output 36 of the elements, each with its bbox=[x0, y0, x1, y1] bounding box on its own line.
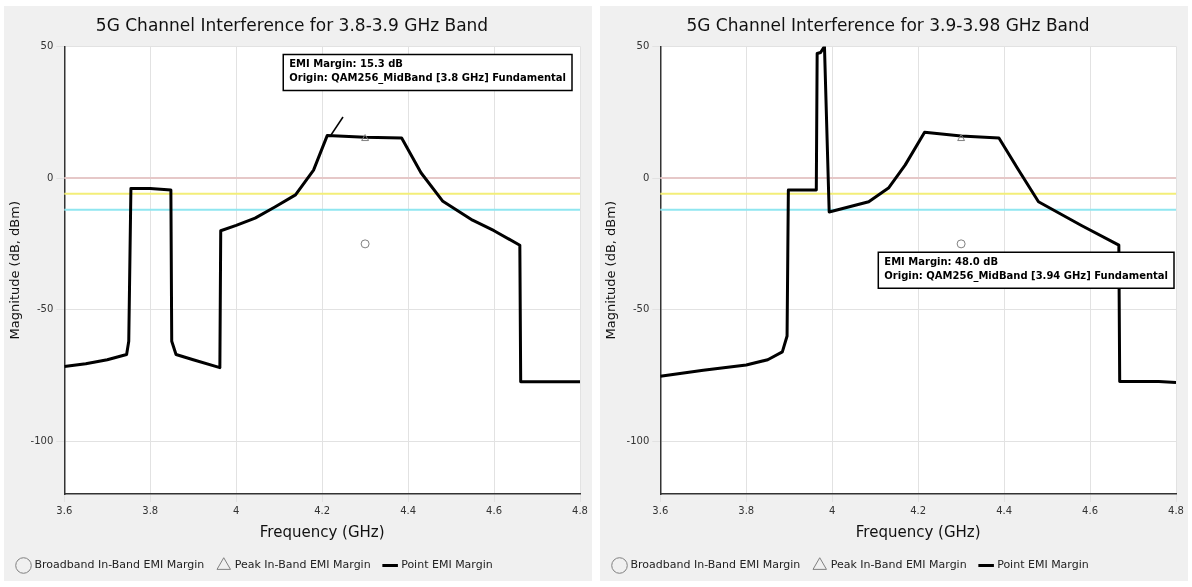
x-tick-label: 4.6 bbox=[1082, 504, 1098, 516]
x-tick-label: 4.2 bbox=[314, 504, 331, 516]
x-tick-label: 3.8 bbox=[142, 504, 159, 516]
annotation: EMI Margin: 48.0 dB Origin: QAM256_MidBand [3.94 GHz] Fundamental bbox=[884, 255, 1169, 282]
y-tick-label: 0 bbox=[642, 171, 650, 183]
legend-label: Broadband In-Band EMI Margin bbox=[34, 558, 205, 572]
annotation: EMI Margin: 15.3 dB Origin: QAM256_MidBand [3.8 GHz] Fundamental bbox=[289, 57, 566, 84]
y-tick-label: 50 bbox=[636, 39, 650, 51]
x-axis-title: Frequency (GHz) bbox=[259, 522, 385, 541]
y-tick-label: 50 bbox=[40, 39, 54, 51]
legend-label: Point EMI Margin bbox=[997, 558, 1089, 572]
legend-label: Peak In-Band EMI Margin bbox=[830, 558, 967, 572]
x-tick-label: 4.4 bbox=[996, 504, 1013, 516]
x-tick-label: 4.2 bbox=[910, 504, 927, 516]
y-tick-label: -50 bbox=[632, 303, 650, 315]
chart-title: 5G Channel Interference for 3.8-3.9 GHz Band bbox=[95, 14, 489, 35]
x-tick-label: 4 bbox=[829, 504, 836, 516]
x-axis-title: Frequency (GHz) bbox=[855, 522, 981, 541]
x-tick-label: 4.4 bbox=[400, 504, 417, 516]
legend-label: Point EMI Margin bbox=[401, 558, 493, 572]
chart-title: 5G Channel Interference for 3.9-3.98 GHz Band bbox=[686, 14, 1090, 35]
y-tick-label: 0 bbox=[46, 171, 54, 183]
x-tick-label: 3.8 bbox=[738, 504, 755, 516]
x-tick-label: 4 bbox=[233, 504, 240, 516]
y-tick-label: -100 bbox=[30, 434, 54, 446]
y-tick-label: -100 bbox=[626, 434, 650, 446]
y-axis-title: Magnitude (dB, dBm) bbox=[603, 200, 619, 340]
x-tick-label: 4.8 bbox=[1168, 504, 1184, 516]
y-tick-label: -50 bbox=[36, 303, 54, 315]
x-tick-label: 3.6 bbox=[56, 504, 73, 516]
x-tick-label: 4.6 bbox=[486, 504, 502, 516]
x-tick-label: 3.6 bbox=[652, 504, 669, 516]
y-axis-title: Magnitude (dB, dBm) bbox=[7, 200, 23, 340]
x-tick-label: 4.8 bbox=[572, 504, 588, 516]
legend-label: Peak In-Band EMI Margin bbox=[234, 558, 371, 572]
legend-label: Broadband In-Band EMI Margin bbox=[630, 558, 801, 572]
